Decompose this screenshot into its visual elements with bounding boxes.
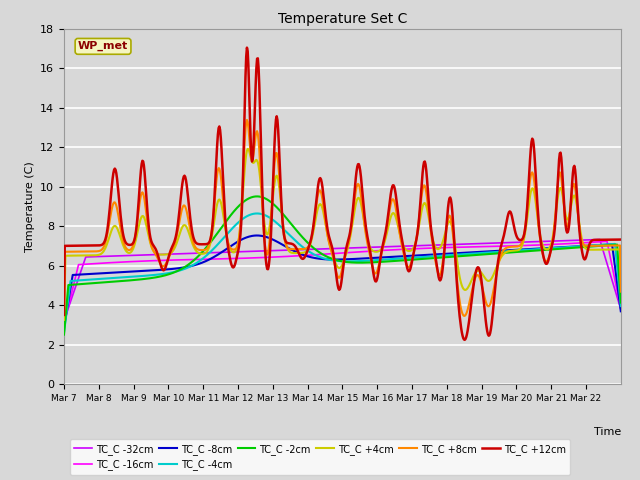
TC_C -4cm xyxy=(432,253,440,259)
TC_C -32cm xyxy=(276,248,284,253)
TC_C -16cm xyxy=(400,246,408,252)
TC_C +8cm xyxy=(228,246,236,252)
TC_C -8cm xyxy=(125,269,133,275)
TC_C -2cm xyxy=(432,255,440,261)
Title: Temperature Set C: Temperature Set C xyxy=(278,12,407,26)
TC_C -8cm xyxy=(253,233,261,239)
TC_C +12cm xyxy=(125,242,133,248)
TC_C -2cm xyxy=(617,300,625,305)
TC_C -16cm xyxy=(276,254,284,260)
TC_C -16cm xyxy=(60,322,68,327)
TC_C +4cm xyxy=(125,250,133,256)
TC_C -32cm xyxy=(596,237,604,242)
TC_C +8cm xyxy=(256,159,264,165)
TC_C -4cm xyxy=(60,330,68,336)
TC_C +4cm xyxy=(228,249,236,254)
Y-axis label: Temperature (C): Temperature (C) xyxy=(24,161,35,252)
TC_C -4cm xyxy=(125,274,133,280)
TC_C -4cm xyxy=(228,226,236,232)
Line: TC_C +12cm: TC_C +12cm xyxy=(64,48,621,340)
TC_C -2cm xyxy=(228,211,236,217)
TC_C -16cm xyxy=(431,245,439,251)
TC_C -32cm xyxy=(431,242,439,248)
TC_C +4cm xyxy=(617,280,625,286)
TC_C +8cm xyxy=(125,247,133,253)
TC_C -32cm xyxy=(255,248,263,254)
TC_C -4cm xyxy=(253,211,261,216)
TC_C -4cm xyxy=(256,211,264,216)
TC_C -8cm xyxy=(401,253,408,259)
TC_C -2cm xyxy=(401,257,408,263)
TC_C +4cm xyxy=(277,202,285,207)
TC_C -16cm xyxy=(228,256,236,262)
Text: Time: Time xyxy=(593,427,621,437)
Line: TC_C -16cm: TC_C -16cm xyxy=(64,241,621,324)
TC_C +12cm xyxy=(60,312,68,318)
Line: TC_C -4cm: TC_C -4cm xyxy=(64,214,621,333)
TC_C -8cm xyxy=(228,242,236,248)
TC_C -2cm xyxy=(256,194,264,200)
TC_C +8cm xyxy=(401,254,408,260)
TC_C -2cm xyxy=(60,332,68,337)
TC_C -8cm xyxy=(277,241,285,247)
TC_C +8cm xyxy=(460,313,468,319)
TC_C +4cm xyxy=(60,317,68,323)
Line: TC_C -2cm: TC_C -2cm xyxy=(64,196,621,335)
TC_C -32cm xyxy=(400,243,408,249)
TC_C +4cm xyxy=(244,146,252,152)
TC_C -2cm xyxy=(253,193,261,199)
Line: TC_C +8cm: TC_C +8cm xyxy=(64,120,621,316)
TC_C +12cm xyxy=(617,237,625,242)
TC_C -8cm xyxy=(256,233,264,239)
TC_C +8cm xyxy=(277,201,285,206)
TC_C -8cm xyxy=(60,324,68,330)
TC_C -16cm xyxy=(125,259,133,264)
TC_C +8cm xyxy=(243,117,251,123)
Line: TC_C -8cm: TC_C -8cm xyxy=(64,236,621,327)
TC_C +8cm xyxy=(60,293,68,299)
TC_C -4cm xyxy=(277,224,285,230)
TC_C -16cm xyxy=(255,255,263,261)
TC_C -8cm xyxy=(432,252,440,257)
Text: WP_met: WP_met xyxy=(78,41,128,51)
TC_C -4cm xyxy=(617,303,625,309)
TC_C +12cm xyxy=(461,337,468,343)
TC_C +12cm xyxy=(256,106,264,111)
TC_C -2cm xyxy=(125,277,133,283)
TC_C -2cm xyxy=(277,209,285,215)
Line: TC_C -32cm: TC_C -32cm xyxy=(64,240,621,321)
TC_C -4cm xyxy=(401,255,408,261)
TC_C +8cm xyxy=(432,260,440,265)
TC_C +4cm xyxy=(401,245,408,251)
TC_C +12cm xyxy=(432,255,440,261)
TC_C +8cm xyxy=(617,289,625,295)
TC_C -32cm xyxy=(617,306,625,312)
TC_C +12cm xyxy=(277,192,285,198)
Legend: TC_C -32cm, TC_C -16cm, TC_C -8cm, TC_C -4cm, TC_C -2cm, TC_C +4cm, TC_C +8cm, T: TC_C -32cm, TC_C -16cm, TC_C -8cm, TC_C … xyxy=(70,439,570,475)
TC_C -16cm xyxy=(617,306,625,312)
TC_C +12cm xyxy=(401,251,408,257)
TC_C -32cm xyxy=(60,318,68,324)
TC_C +12cm xyxy=(243,45,251,50)
Line: TC_C +4cm: TC_C +4cm xyxy=(64,149,621,320)
TC_C -32cm xyxy=(125,252,133,258)
TC_C +4cm xyxy=(432,244,440,250)
TC_C +12cm xyxy=(228,263,236,268)
TC_C -8cm xyxy=(617,308,625,314)
TC_C -16cm xyxy=(603,239,611,244)
TC_C +4cm xyxy=(256,174,264,180)
TC_C -32cm xyxy=(228,249,236,255)
